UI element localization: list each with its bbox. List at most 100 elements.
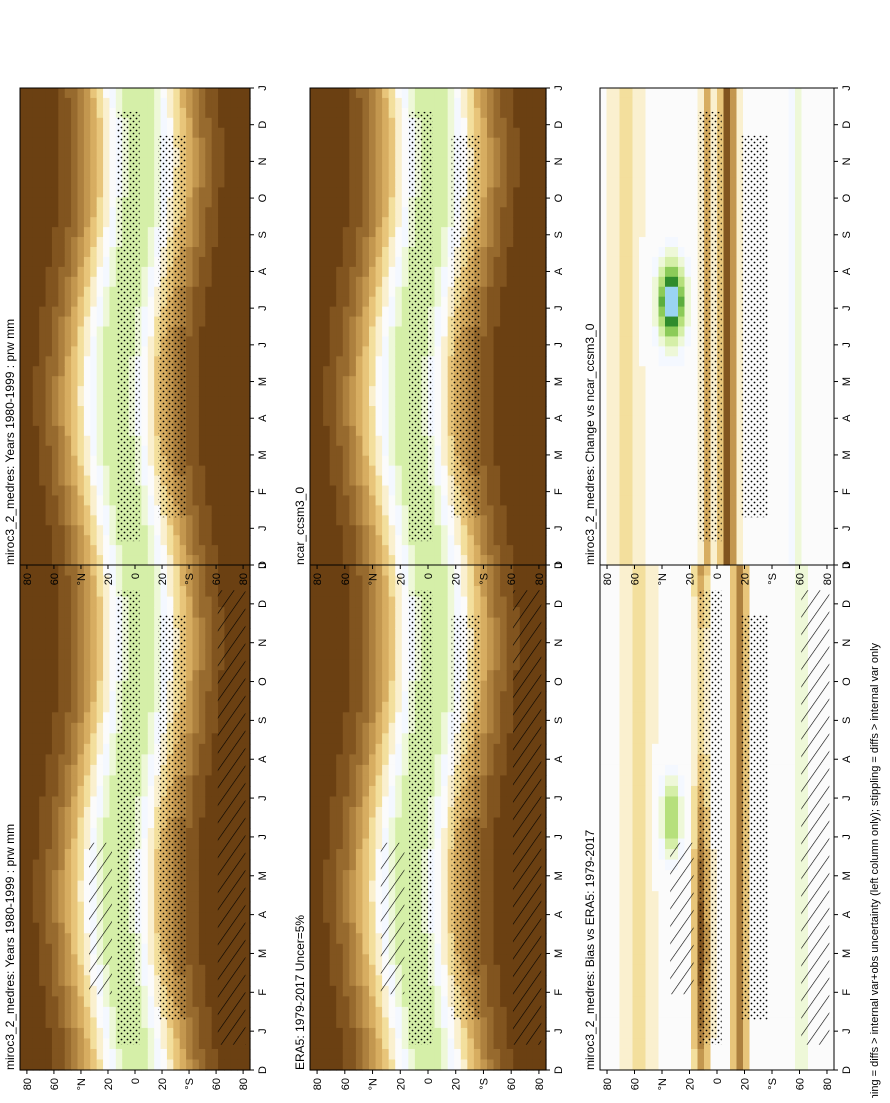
heat-cell bbox=[487, 1017, 494, 1028]
heat-cell bbox=[205, 138, 212, 149]
heat-cell bbox=[97, 138, 104, 149]
heat-cell bbox=[78, 446, 85, 457]
heat-cell bbox=[349, 828, 356, 839]
heat-cell bbox=[186, 416, 193, 427]
heat-cell bbox=[148, 786, 155, 797]
heat-cell bbox=[448, 1028, 455, 1039]
heat-cell bbox=[212, 828, 219, 839]
heat-cell bbox=[336, 1038, 343, 1049]
heat-cell bbox=[52, 88, 59, 99]
heat-cell bbox=[71, 227, 78, 238]
heat-cell bbox=[193, 649, 200, 660]
heat-cell bbox=[199, 327, 206, 338]
heat-cell bbox=[33, 177, 40, 188]
heat-cell bbox=[343, 639, 350, 650]
heat-cell bbox=[199, 535, 206, 546]
heat-cell bbox=[71, 98, 78, 109]
heat-cell bbox=[109, 486, 116, 497]
heat-cell bbox=[186, 197, 193, 208]
heat-cell bbox=[141, 933, 148, 944]
heat-cell bbox=[33, 257, 40, 268]
heat-cell bbox=[97, 247, 104, 258]
heat-cell bbox=[78, 1007, 85, 1018]
heat-cell bbox=[173, 535, 180, 546]
heat-cell bbox=[356, 1038, 363, 1049]
heat-cell bbox=[224, 1059, 231, 1070]
heat-cell bbox=[343, 818, 350, 829]
heat-cell bbox=[46, 148, 53, 159]
heat-cell bbox=[46, 515, 53, 526]
heat-cell bbox=[205, 456, 212, 467]
heat-cell bbox=[46, 765, 53, 776]
heat-cell bbox=[58, 796, 65, 807]
heat-cell bbox=[199, 639, 206, 650]
heat-cell bbox=[97, 177, 104, 188]
heat-cell bbox=[20, 346, 27, 357]
heat-cell bbox=[237, 158, 244, 169]
heat-cell bbox=[20, 505, 27, 516]
heat-cell bbox=[186, 237, 193, 248]
heat-cell bbox=[167, 108, 174, 119]
heat-cell bbox=[186, 148, 193, 159]
heat-cell bbox=[193, 515, 200, 526]
heat-cell bbox=[39, 158, 46, 169]
heat-cell bbox=[480, 639, 487, 650]
heat-cell bbox=[389, 607, 396, 618]
heat-cell bbox=[494, 1038, 501, 1049]
heat-cell bbox=[97, 996, 104, 1007]
heat-cell bbox=[103, 287, 110, 298]
heat-cell bbox=[199, 944, 206, 955]
heat-cell bbox=[330, 1017, 337, 1028]
heat-cell bbox=[193, 923, 200, 934]
heat-cell bbox=[78, 108, 85, 119]
heat-cell bbox=[317, 733, 324, 744]
heat-cell bbox=[141, 118, 148, 129]
heat-cell bbox=[343, 1028, 350, 1039]
heat-cell bbox=[212, 187, 219, 198]
heat-cell bbox=[231, 158, 238, 169]
heat-cell bbox=[84, 287, 91, 298]
heat-cell bbox=[84, 118, 91, 129]
heat-cell bbox=[376, 807, 383, 818]
heat-cell bbox=[33, 870, 40, 881]
heat-cell bbox=[205, 426, 212, 437]
heat-cell bbox=[33, 307, 40, 318]
heat-cell bbox=[205, 535, 212, 546]
heat-cell bbox=[46, 406, 53, 417]
heat-cell bbox=[26, 618, 33, 629]
heat-cell bbox=[97, 555, 104, 566]
heat-cell bbox=[310, 639, 317, 650]
heat-cell bbox=[237, 128, 244, 139]
heat-cell bbox=[441, 954, 448, 965]
heat-cell bbox=[46, 712, 53, 723]
heat-cell bbox=[362, 954, 369, 965]
heat-cell bbox=[103, 723, 110, 734]
heat-cell bbox=[205, 177, 212, 188]
heat-cell bbox=[186, 597, 193, 608]
heat-cell bbox=[78, 744, 85, 755]
heat-cell bbox=[487, 1028, 494, 1039]
heat-cell bbox=[212, 177, 219, 188]
heat-cell bbox=[186, 839, 193, 850]
heat-cell bbox=[224, 158, 231, 169]
heat-cell bbox=[71, 586, 78, 597]
heat-cell bbox=[84, 1049, 91, 1060]
heat-cell bbox=[487, 944, 494, 955]
heat-cell bbox=[494, 649, 501, 660]
heat-cell bbox=[186, 406, 193, 417]
heat-cell bbox=[212, 525, 219, 536]
heat-cell bbox=[33, 88, 40, 99]
heat-cell bbox=[205, 327, 212, 338]
heat-cell bbox=[78, 227, 85, 238]
heat-cell bbox=[193, 586, 200, 597]
heat-cell bbox=[65, 515, 72, 526]
heat-cell bbox=[52, 486, 59, 497]
heat-cell bbox=[52, 98, 59, 109]
heat-cell bbox=[362, 691, 369, 702]
heat-cell bbox=[186, 1049, 193, 1060]
heat-cell bbox=[369, 754, 376, 765]
heat-cell bbox=[84, 376, 91, 387]
heat-cell bbox=[193, 912, 200, 923]
heat-cell bbox=[39, 148, 46, 159]
heat-cell bbox=[84, 723, 91, 734]
